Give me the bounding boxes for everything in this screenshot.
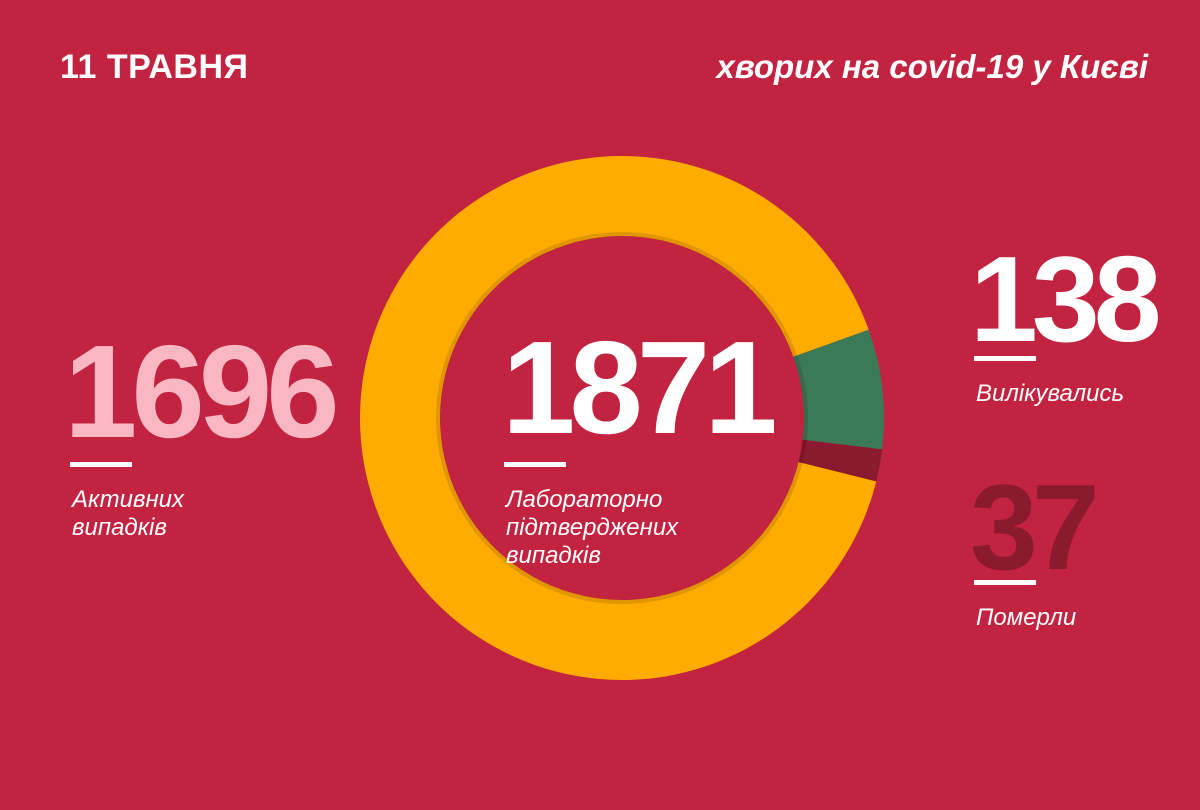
date-label: 11 ТРАВНЯ [60, 48, 249, 86]
deaths-divider [974, 580, 1036, 585]
active-cases-label: Активних випадків [72, 486, 272, 542]
recovered-number: 138 [970, 231, 1162, 367]
donut-inner-shadow [436, 232, 808, 604]
page-title: хворих на covid-19 у Києві [716, 48, 1148, 85]
total-cases-label-line3: випадків [506, 542, 601, 569]
recovered-divider [974, 356, 1036, 361]
deaths-label: Померли [976, 604, 1077, 631]
slice-deaths [798, 439, 883, 482]
total-cases-divider [504, 462, 566, 467]
slice-recovered [793, 329, 885, 450]
total-cases-number: 1871 [502, 314, 778, 461]
total-cases-label: Лабораторно підтверджених випадків [506, 486, 726, 570]
active-cases-label-line1: Активних [72, 486, 185, 513]
total-cases-label-line1: Лабораторно [506, 486, 663, 513]
recovered-label: Вилікувались [976, 380, 1125, 407]
active-cases-divider [70, 462, 132, 467]
active-cases-number: 1696 [64, 318, 340, 465]
slice-active [360, 156, 877, 680]
deaths-number: 37 [970, 459, 1100, 595]
active-cases-label-line2: випадків [72, 514, 167, 541]
total-cases-label-line2: підтверджених [506, 514, 679, 541]
